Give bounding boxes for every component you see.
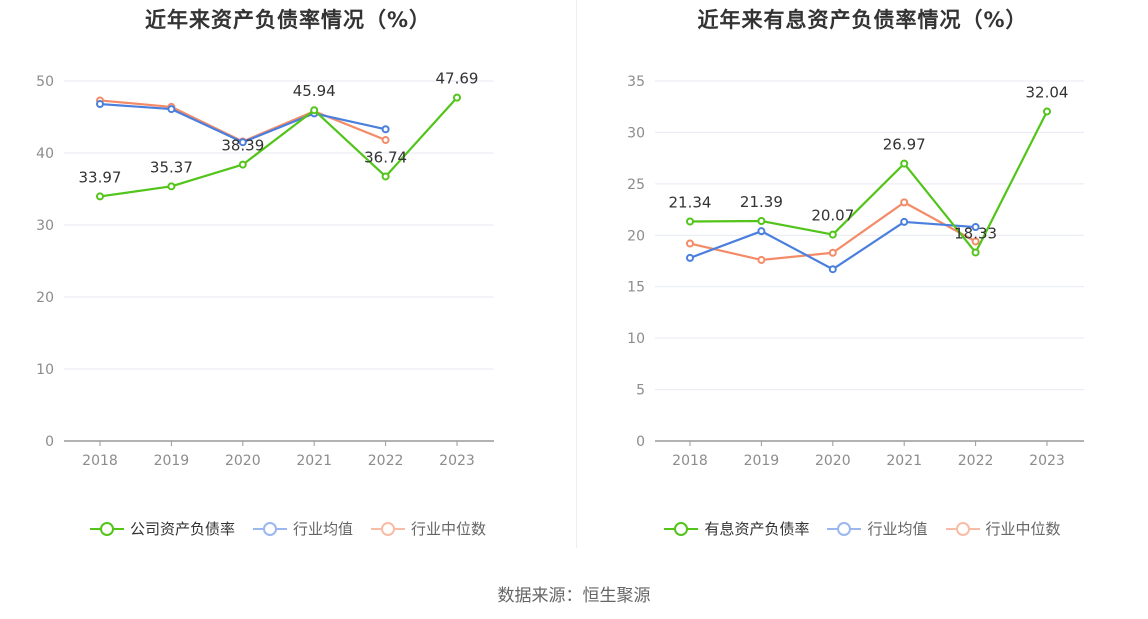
legend-swatch-icon	[252, 521, 287, 537]
data-label: 45.94	[293, 82, 336, 100]
y-tick-label: 0	[636, 434, 645, 450]
data-point	[971, 248, 980, 257]
legend-item-industry-median[interactable]: 行业中位数	[945, 518, 1061, 539]
x-tick-label: 2020	[815, 453, 851, 469]
legend-label: 行业均值	[292, 520, 353, 538]
y-tick-label: 30	[627, 125, 645, 141]
y-tick-label: 5	[636, 383, 645, 399]
legend-item-industry-mean[interactable]: 行业均值	[827, 518, 928, 539]
x-tick-label: 2022	[958, 453, 994, 469]
legend-swatch-icon	[89, 521, 124, 537]
data-label: 20.07	[811, 207, 854, 225]
series-line	[689, 110, 1048, 254]
chart-title: 近年来有息资产负债率情况（%）	[697, 8, 1028, 32]
data-point	[971, 223, 980, 232]
data-label: 35.37	[150, 158, 193, 176]
y-tick-label: 35	[627, 74, 645, 90]
data-label: 26.97	[883, 136, 926, 154]
data-point	[381, 172, 390, 181]
y-tick-label: 10	[36, 362, 54, 378]
data-point	[900, 198, 909, 207]
data-label: 38.39	[221, 137, 264, 155]
data-point	[238, 160, 247, 169]
data-point	[310, 106, 319, 115]
line-chart-debt-ratio: 0 10 20 30 40 50 2018 2019 2020 2021 2022 2023 33.97…	[36, 70, 494, 469]
y-tick-label: 20	[627, 228, 645, 244]
data-point	[971, 237, 980, 246]
x-tick-label: 2022	[368, 453, 404, 469]
y-tick-label: 20	[36, 290, 54, 306]
data-point	[238, 138, 247, 147]
data-label: 32.04	[1026, 83, 1069, 101]
data-label: 36.74	[364, 148, 407, 166]
x-tick-label: 2018	[82, 453, 118, 469]
data-point	[828, 265, 837, 274]
y-tick-label: 40	[36, 146, 54, 162]
legend-swatch-icon	[827, 521, 862, 537]
legend-item-industry-mean[interactable]: 行业均值	[252, 518, 353, 539]
chart-panel-debt-ratio: 近年来资产负债率情况（%） 0 10 20 30 40 50 2018 2019 2020 202…	[0, 0, 576, 560]
data-point	[96, 100, 104, 109]
legend-item-industry-median[interactable]: 行业中位数	[371, 518, 486, 539]
y-tick-label: 10	[627, 331, 645, 347]
data-point	[900, 217, 909, 226]
legend-swatch-icon	[664, 521, 699, 537]
legend-item-company[interactable]: 公司资产负债率	[89, 518, 235, 539]
data-point	[828, 248, 837, 257]
x-tick-label: 2023	[1029, 453, 1065, 469]
data-point	[686, 253, 694, 262]
legend-label: 有息资产负债率	[704, 520, 810, 538]
data-label: 18.33	[954, 224, 997, 242]
x-tick-label: 2021	[296, 453, 332, 469]
data-point	[900, 159, 909, 168]
y-tick-label: 0	[45, 434, 54, 450]
x-tick-label: 2019	[154, 453, 190, 469]
data-label: 33.97	[79, 168, 122, 186]
legend-label: 行业中位数	[985, 520, 1061, 538]
series-line	[99, 96, 458, 198]
line-chart-interest-debt-ratio: 0 5 10 15 20 25 30 35 2018 2019 2020 2021 2022 2023 21…	[627, 74, 1084, 469]
x-tick-label: 2019	[744, 453, 780, 469]
data-point	[757, 227, 766, 236]
data-source-note: 数据来源：恒生聚源	[497, 586, 651, 606]
data-point	[381, 125, 390, 134]
chart-legend: 公司资产负债率 行业均值 行业中位数	[0, 518, 576, 539]
legend-label: 行业均值	[867, 520, 928, 538]
data-point	[757, 255, 766, 264]
data-point	[381, 136, 390, 145]
y-tick-label: 30	[36, 218, 54, 234]
series-line	[689, 220, 976, 271]
legend-swatch-icon	[371, 521, 405, 537]
x-tick-label: 2023	[439, 453, 475, 469]
data-label: 21.39	[740, 193, 783, 211]
y-tick-label: 50	[36, 74, 54, 90]
legend-label: 行业中位数	[411, 520, 487, 538]
data-point	[96, 192, 104, 201]
chart-title: 近年来资产负债率情况（%）	[144, 8, 432, 32]
chart-panel-interest-debt-ratio: 近年来有息资产负债率情况（%） 0 5 10 15 20 25 30 35 2018 2019 20…	[577, 0, 1148, 560]
data-label: 47.69	[436, 70, 479, 88]
x-tick-label: 2018	[672, 453, 708, 469]
x-tick-label: 2020	[225, 453, 261, 469]
data-point	[828, 230, 837, 239]
legend-swatch-icon	[945, 521, 980, 537]
data-point	[167, 182, 176, 191]
data-point	[757, 216, 766, 225]
data-point	[686, 239, 694, 248]
data-point	[686, 217, 694, 226]
x-tick-label: 2021	[886, 453, 922, 469]
data-point	[1043, 107, 1051, 116]
y-tick-label: 15	[627, 280, 645, 296]
y-tick-label: 25	[627, 177, 645, 193]
chart-legend: 有息资产负债率 行业均值 行业中位数	[577, 518, 1148, 539]
data-point	[453, 93, 461, 102]
legend-label: 公司资产负债率	[129, 520, 235, 538]
data-label: 21.34	[669, 194, 712, 212]
data-point	[167, 105, 176, 114]
panel-divider	[576, 0, 577, 548]
legend-item-company[interactable]: 有息资产负债率	[664, 518, 809, 539]
